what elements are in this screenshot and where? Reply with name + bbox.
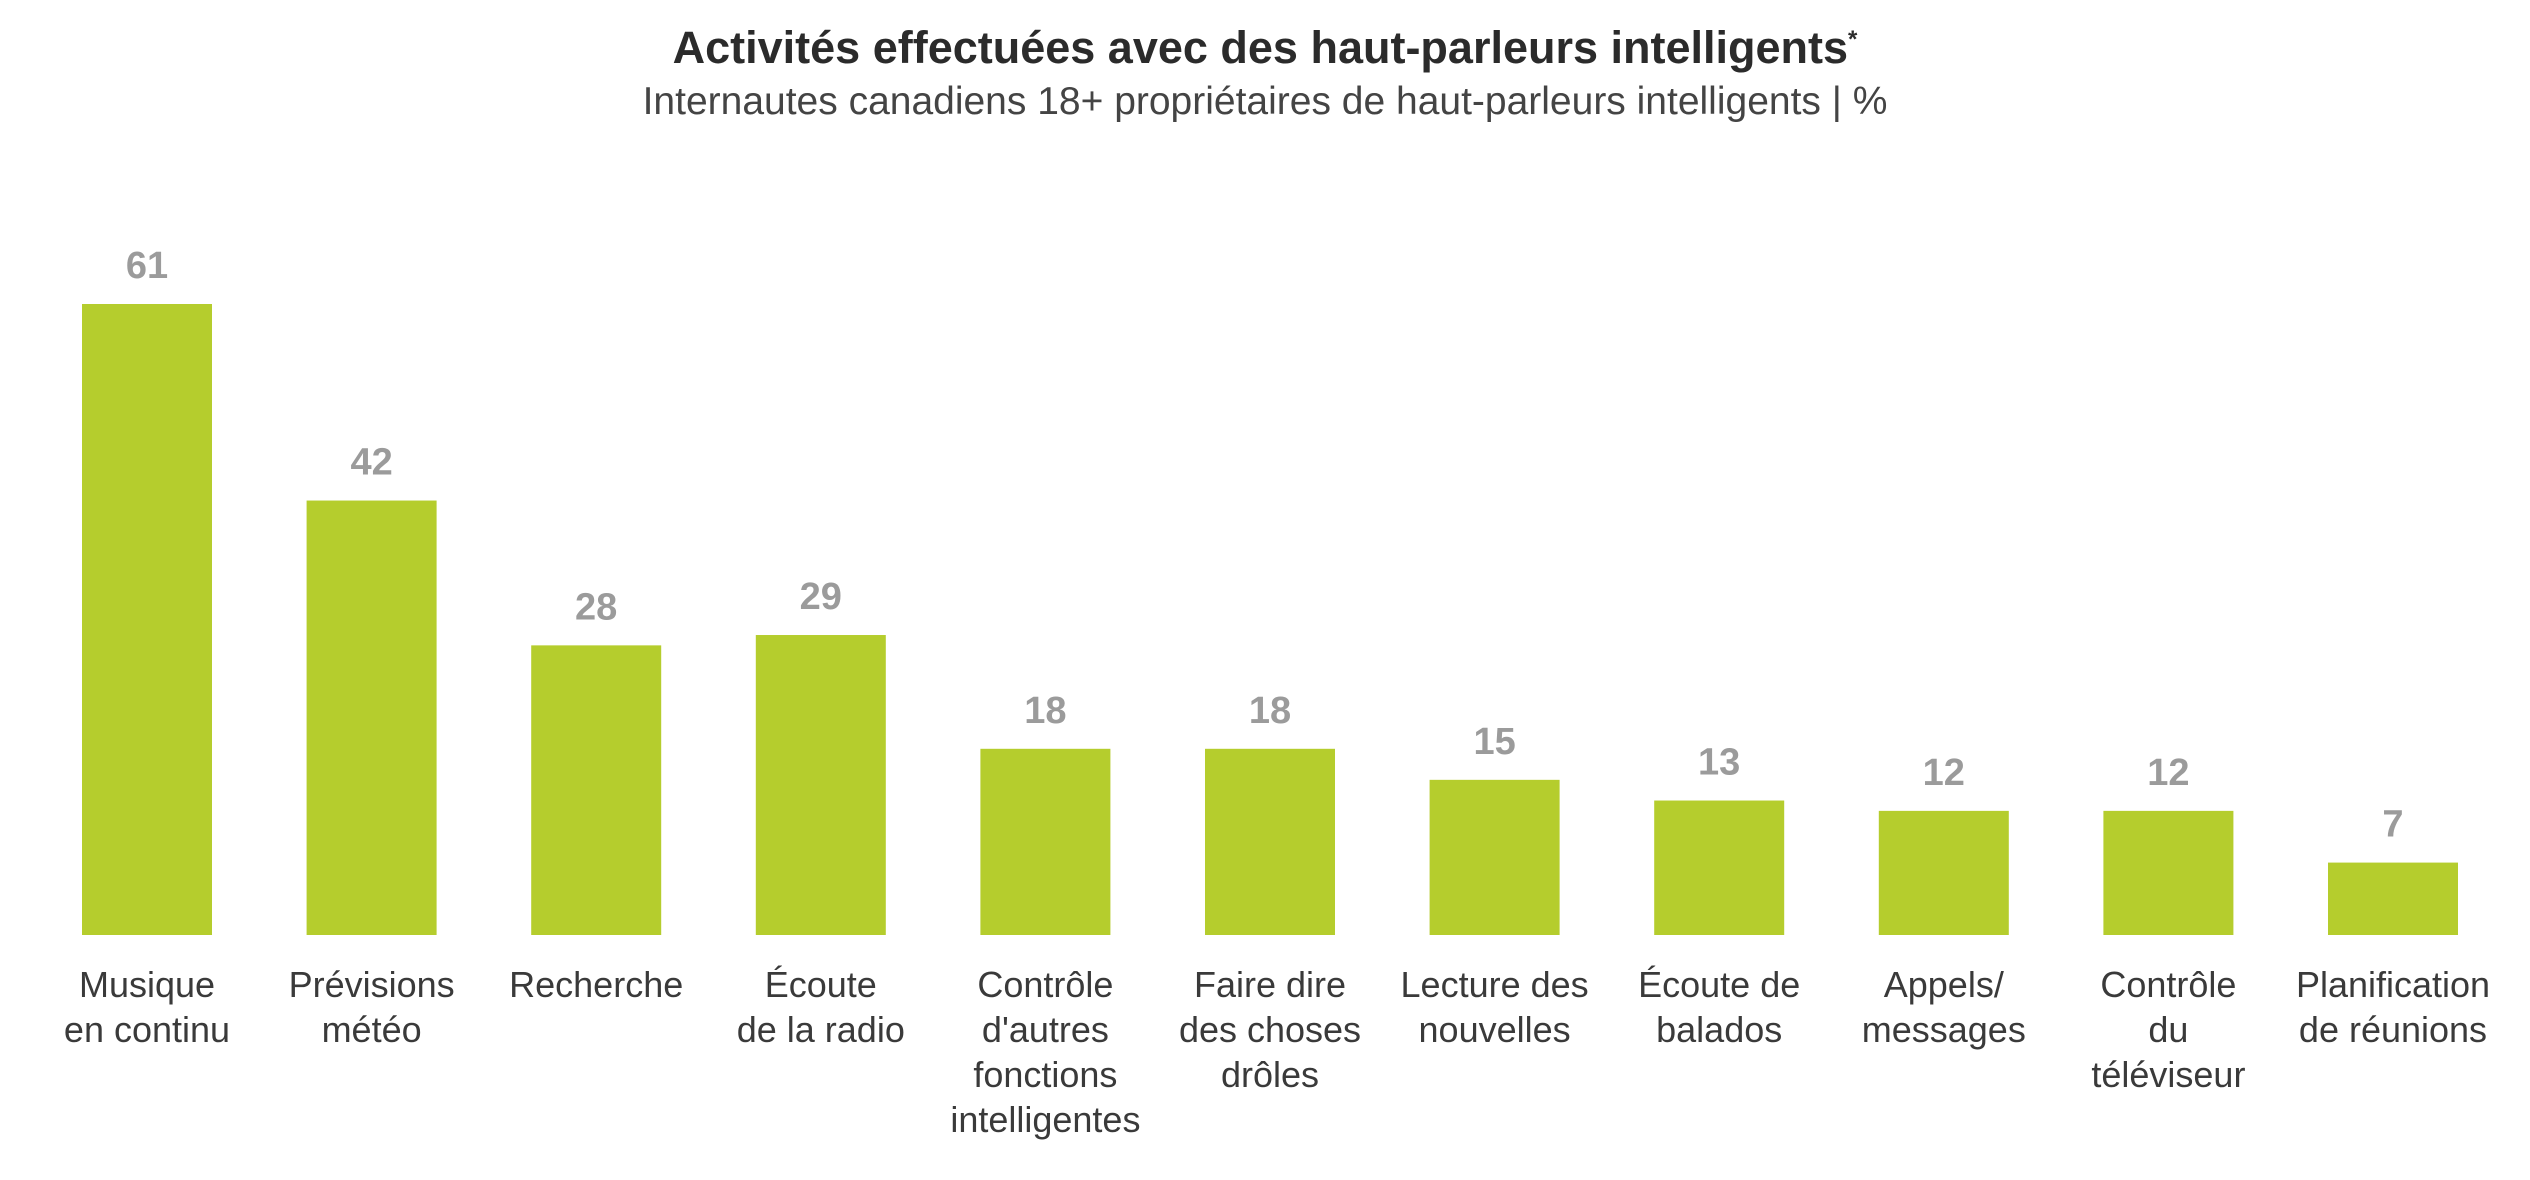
bar xyxy=(2103,810,2234,935)
category-label: Appels/ xyxy=(1884,964,2004,1005)
data-label: 13 xyxy=(1698,742,1740,784)
category-label: météo xyxy=(322,1009,422,1050)
category-label: Recherche xyxy=(509,964,683,1005)
data-label: 18 xyxy=(1249,690,1291,732)
data-label: 42 xyxy=(350,442,392,484)
category-label: Contrôle xyxy=(2100,964,2236,1005)
category-label: Contrôle xyxy=(977,964,1113,1005)
category-label: d'autres xyxy=(982,1009,1109,1050)
category-label: Planification xyxy=(2296,964,2490,1005)
category-label: Prévisions xyxy=(289,964,455,1005)
category-label: messages xyxy=(1862,1009,2026,1050)
bar xyxy=(82,304,212,935)
bar xyxy=(755,635,886,935)
data-label: 29 xyxy=(800,576,842,618)
data-label: 12 xyxy=(1923,752,1965,794)
data-label: 18 xyxy=(1024,690,1066,732)
bar xyxy=(306,500,437,935)
category-label: Écoute xyxy=(765,964,877,1005)
data-label: 61 xyxy=(126,245,168,287)
category-label: intelligentes xyxy=(950,1099,1140,1140)
category-label: de réunions xyxy=(2299,1009,2487,1050)
bar xyxy=(531,645,662,935)
category-label: drôles xyxy=(1221,1054,1319,1095)
category-label: téléviseur xyxy=(2091,1054,2245,1095)
category-label: Musique xyxy=(79,964,215,1005)
bar xyxy=(2328,862,2458,935)
category-label: fonctions xyxy=(973,1054,1117,1095)
data-label: 12 xyxy=(2147,752,2189,794)
category-label: Faire dire xyxy=(1194,964,1346,1005)
category-label: des choses xyxy=(1179,1009,1361,1050)
bar xyxy=(1654,800,1785,935)
chart-title: Activités effectuées avec des haut-parle… xyxy=(0,22,2530,74)
chart-title-text: Activités effectuées avec des haut-parle… xyxy=(672,22,1849,73)
category-label: balados xyxy=(1656,1009,1782,1050)
title-footnote-marker: * xyxy=(1848,26,1858,53)
category-label: du xyxy=(2148,1009,2188,1050)
data-label: 7 xyxy=(2382,804,2403,846)
category-label: Lecture des xyxy=(1401,964,1589,1005)
data-label: 28 xyxy=(575,586,617,628)
category-label: de la radio xyxy=(737,1009,905,1050)
category-label: en continu xyxy=(64,1009,230,1050)
category-label: Écoute de xyxy=(1638,964,1800,1005)
bar xyxy=(980,748,1111,935)
category-label: nouvelles xyxy=(1419,1009,1571,1050)
chart-subtitle: Internautes canadiens 18+ propriétaires … xyxy=(642,80,1888,123)
bar xyxy=(1429,779,1560,935)
data-label: 15 xyxy=(1473,721,1515,763)
bar xyxy=(1205,748,1335,935)
bar xyxy=(1878,810,2009,935)
